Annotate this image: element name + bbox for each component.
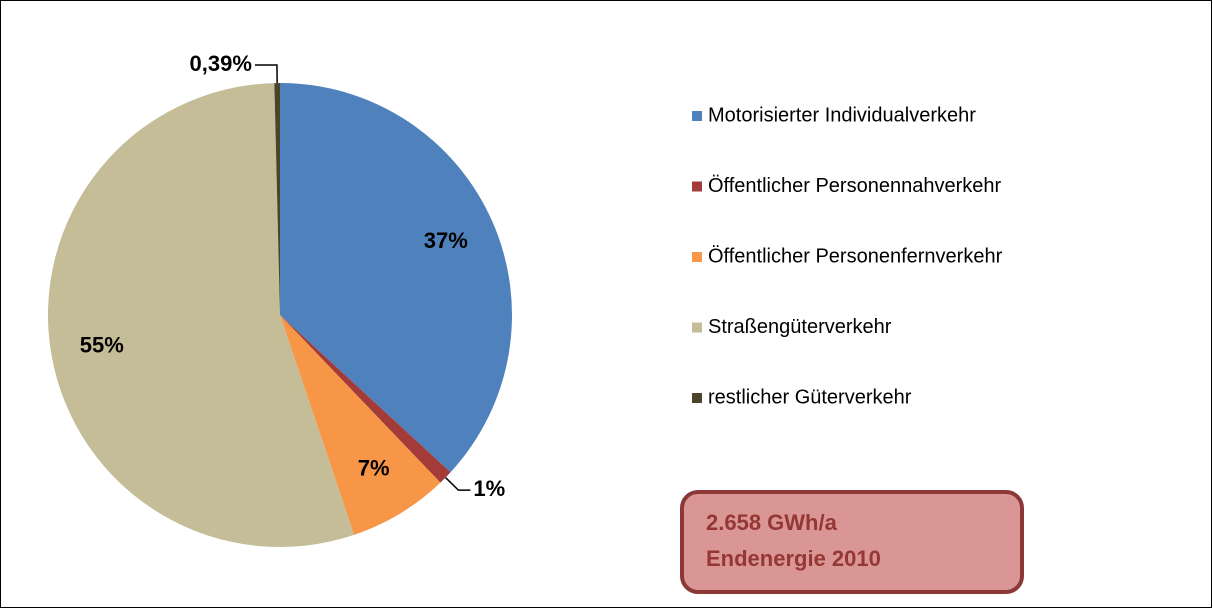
annotation-box	[680, 490, 1024, 594]
pie-slice	[280, 83, 513, 473]
legend-swatch	[692, 252, 702, 262]
pie-slice	[48, 83, 355, 548]
data-label: 7%	[358, 456, 390, 481]
legend-swatch	[692, 322, 702, 333]
legend-label: Öffentlicher Personennahverkehr	[708, 175, 1001, 197]
legend-label: restlicher Güterverkehr	[708, 386, 912, 408]
legend-label: Motorisierter Individualverkehr	[708, 104, 976, 126]
legend-label: Straßengüterverkehr	[708, 316, 892, 338]
annotation: 2.658 GWh/a	[706, 510, 838, 535]
annotation: Endenergie 2010	[706, 546, 881, 571]
data-label: 1%	[473, 476, 505, 501]
data-label: 55%	[80, 332, 124, 357]
leader-line	[254, 64, 278, 84]
legend-swatch	[692, 181, 702, 192]
legend-swatch	[692, 393, 702, 403]
data-label: 37%	[424, 228, 468, 253]
legend-swatch	[692, 111, 702, 121]
pie-slice	[280, 315, 441, 535]
pie-slice	[274, 83, 280, 315]
leader-line	[445, 477, 471, 491]
legend-label: Öffentlicher Personenfernverkehr	[708, 245, 1003, 267]
pie-slice	[280, 315, 451, 483]
data-label: 0,39%	[190, 51, 252, 76]
